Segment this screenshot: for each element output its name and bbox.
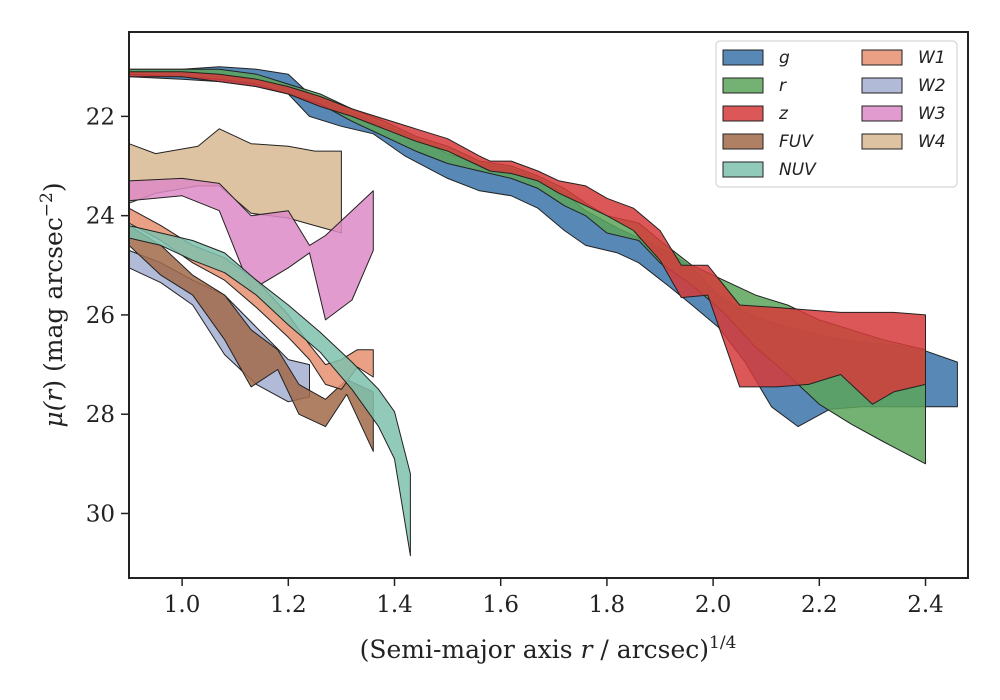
- legend-swatch-z: [722, 105, 764, 122]
- band-fuv: [128, 225, 374, 452]
- y-tick-label: 26: [86, 303, 115, 329]
- y-tick-label: 24: [86, 204, 115, 230]
- y-axis-label-var: r: [39, 388, 68, 402]
- x-tick-label: 1.4: [376, 592, 413, 618]
- x-axis-label-var: r: [581, 635, 595, 664]
- legend-swatch-w3: [861, 105, 903, 122]
- y-axis-label: μ(r) (mag arcsec−2): [37, 182, 68, 427]
- x-tick-label: 2.2: [801, 592, 838, 618]
- x-axis-label: (Semi-major axis r / arcsec)1/4: [360, 633, 737, 664]
- y-tick-label: 22: [86, 104, 115, 130]
- x-tick-label: 1.2: [270, 592, 307, 618]
- legend-swatch-g: [722, 49, 764, 66]
- y-axis-label-sup: −2: [37, 192, 57, 217]
- x-axis: 1.0 1.2 1.4 1.6 1.8 2.0 2.2 2.4: [164, 578, 944, 618]
- legend-label-g: g: [779, 48, 790, 68]
- x-tick-label: 2.0: [695, 592, 732, 618]
- y-tick-label: 28: [86, 402, 115, 428]
- band-w3: [128, 177, 374, 321]
- legend-swatch-nuv: [722, 161, 764, 178]
- legend-swatch-w4: [861, 133, 903, 150]
- x-axis-label-sup: 1/4: [709, 633, 736, 653]
- x-tick-label: 1.8: [589, 592, 626, 618]
- legend-label-w1: W1: [918, 48, 946, 68]
- legend-swatch-r: [722, 77, 764, 94]
- y-tick-label: 30: [86, 501, 115, 527]
- legend-swatch-w1: [861, 49, 903, 66]
- y-axis-label-pre: μ(: [39, 400, 68, 427]
- x-tick-label: 1.6: [482, 592, 519, 618]
- y-axis-label-end: ): [39, 182, 68, 192]
- y-axis: 22 24 26 28 30: [86, 104, 129, 527]
- x-axis-label-post: / arcsec): [592, 635, 709, 664]
- legend-label-z: z: [778, 104, 789, 124]
- band-nuv: [128, 225, 411, 557]
- legend-label-w3: W3: [918, 104, 946, 124]
- data-bands: [128, 66, 958, 557]
- legend-label-w4: W4: [918, 132, 946, 152]
- legend: grz FUV NUV W1 W2 W3 W4: [715, 40, 958, 188]
- legend-swatch-w2: [861, 77, 903, 94]
- x-axis-label-pre: (Semi-major axis: [360, 635, 581, 664]
- legend-label-w2: W2: [918, 76, 946, 96]
- plot-frame: [128, 31, 969, 579]
- legend-label-nuv: NUV: [779, 160, 817, 180]
- y-axis-label-post: ) (mag arcsec: [39, 217, 68, 390]
- legend-label-fuv: FUV: [779, 132, 814, 152]
- x-tick-label: 1.0: [164, 592, 201, 618]
- x-tick-label: 2.4: [907, 592, 944, 618]
- legend-swatch-fuv: [722, 133, 764, 150]
- band-z: [128, 71, 926, 405]
- legend-label-r: r: [779, 76, 787, 96]
